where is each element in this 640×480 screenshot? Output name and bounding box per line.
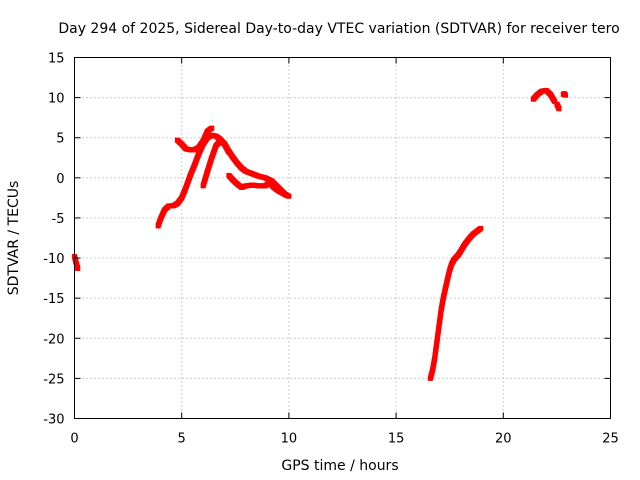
data-point — [75, 265, 81, 271]
data-point — [556, 106, 562, 112]
series-arc-6 — [427, 225, 484, 381]
data-point — [209, 125, 215, 131]
axis-ticks: 0 5 10 15 20 25 -30 -25 -20 -15 -10 -5 0 5 10 15 — [43, 52, 619, 447]
series-arc-3 — [174, 125, 215, 153]
x-tick-label: 10 — [281, 432, 298, 447]
y-tick-label: -30 — [43, 413, 64, 428]
y-tick-label: 0 — [56, 172, 64, 187]
data-point — [284, 192, 290, 198]
y-tick-label: -15 — [43, 292, 64, 307]
series-arc-1 — [72, 253, 81, 271]
x-tick-label: 25 — [602, 432, 619, 447]
data-points — [72, 87, 568, 381]
y-tick-label: -5 — [52, 212, 65, 227]
series-arc-8 — [554, 101, 562, 112]
y-axis-label: SDTVAR / TECUs — [6, 181, 22, 296]
series-arc-9 — [560, 91, 568, 98]
chart-title: Day 294 of 2025, Sidereal Day-to-day VTE… — [58, 21, 619, 37]
plot-frame — [74, 57, 611, 419]
series-arc-4 — [200, 138, 232, 189]
grid-lines — [74, 57, 611, 419]
x-axis-label: GPS time / hours — [281, 458, 398, 474]
y-tick-label: -10 — [43, 252, 64, 267]
series-arc-5 — [226, 172, 290, 198]
series-arc-7 — [530, 87, 558, 105]
x-tick-label: 15 — [388, 432, 405, 447]
y-tick-label: -25 — [43, 372, 64, 387]
y-tick-label: 10 — [48, 92, 65, 107]
x-tick-label: 5 — [178, 432, 186, 447]
y-tick-label: 5 — [56, 132, 64, 147]
data-point — [478, 225, 484, 231]
data-point — [226, 149, 232, 155]
x-tick-label: 0 — [70, 432, 78, 447]
y-tick-label: -20 — [43, 332, 64, 347]
x-tick-label: 20 — [495, 432, 512, 447]
y-tick-label: 15 — [48, 52, 65, 67]
data-point — [562, 92, 568, 98]
